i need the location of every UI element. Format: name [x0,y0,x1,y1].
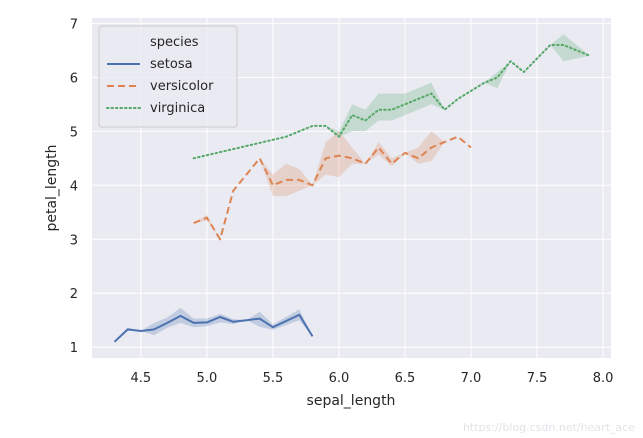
y-axis-label: petal_length [44,144,60,231]
legend-title: species [150,35,199,50]
legend: species setosa versicolor virginica [98,25,238,128]
versicolor-line [193,135,472,241]
setosa-confidence-band [114,307,313,342]
x-tick-label: 5.5 [263,371,284,386]
watermark: https://blog.csdn.net/heart_ace [462,421,635,434]
setosa-legend-label: setosa [150,57,193,72]
y-tick-labels: 1 2 3 4 5 6 7 [70,17,78,356]
y-tick-label: 4 [70,179,78,194]
x-tick-label: 7.0 [461,371,482,386]
y-tick-label: 2 [70,287,78,302]
x-tick-labels: 4.5 5.0 5.5 6.0 6.5 7.0 7.5 8.0 [131,371,614,386]
y-tick-label: 3 [70,233,78,248]
x-tick-label: 4.5 [131,371,152,386]
legend-box [98,25,238,128]
x-tick-label: 5.0 [197,371,218,386]
virginica-legend-label: virginica [150,101,205,116]
virginica-line [192,44,591,160]
x-axis-label: sepal_length [307,393,396,409]
versicolor-legend-label: versicolor [150,79,214,94]
virginica-confidence-band [193,34,590,159]
series-lines [113,44,591,343]
y-tick-label: 7 [70,17,78,32]
y-tick-label: 6 [70,71,78,86]
x-tick-label: 6.5 [395,371,416,386]
y-tick-label: 1 [70,341,78,356]
setosa-line [113,313,314,343]
x-tick-label: 7.5 [527,371,548,386]
y-tick-label: 5 [70,125,78,140]
x-tick-label: 6.0 [329,371,350,386]
grid [92,18,611,358]
x-tick-label: 8.0 [593,371,614,386]
legend-entries: setosa versicolor virginica [106,57,214,116]
